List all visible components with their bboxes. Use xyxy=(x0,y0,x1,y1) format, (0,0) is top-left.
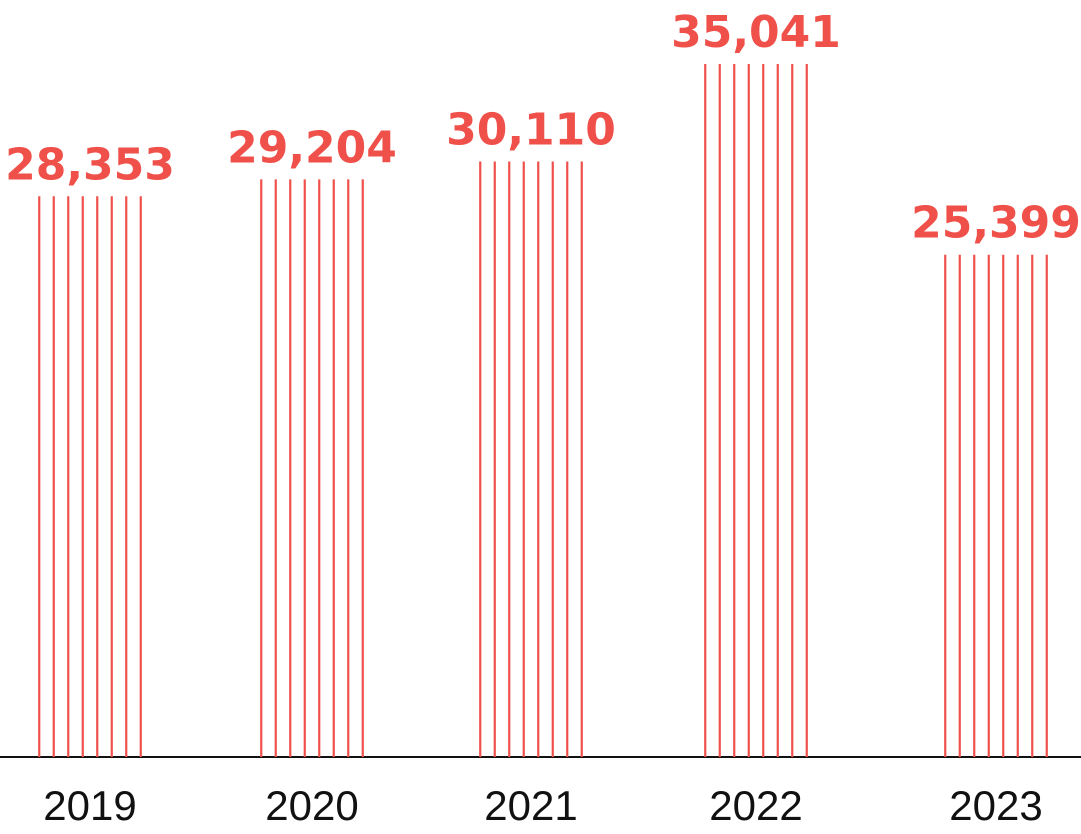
category-labels-group: 2019 2020 2021 2022 2023 xyxy=(43,782,1042,829)
category-label-2021: 2021 xyxy=(484,782,577,829)
value-label-2022: 35,041 xyxy=(671,7,841,58)
category-label-2022: 2022 xyxy=(709,782,802,829)
category-label-2020: 2020 xyxy=(265,782,358,829)
bars-group xyxy=(38,64,1048,757)
value-label-2021: 30,110 xyxy=(446,105,616,156)
bar-2022 xyxy=(704,64,808,757)
category-label-2023: 2023 xyxy=(949,782,1042,829)
value-label-2020: 29,204 xyxy=(227,122,397,173)
bar-2021 xyxy=(479,161,583,757)
value-labels-group: 28,353 29,204 30,110 35,041 25,399 xyxy=(5,7,1081,249)
value-label-2019: 28,353 xyxy=(5,139,175,190)
bar-2023 xyxy=(944,254,1048,757)
bar-2019 xyxy=(38,196,142,757)
value-label-2023: 25,399 xyxy=(911,198,1081,249)
bar-2020 xyxy=(260,179,364,757)
category-label-2019: 2019 xyxy=(43,782,136,829)
